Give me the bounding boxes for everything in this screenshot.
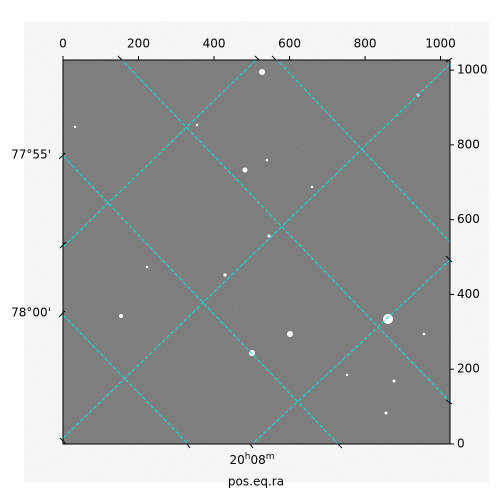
x-axis-label: pos.eq.ra bbox=[228, 475, 284, 489]
grid-tick bbox=[117, 55, 123, 61]
grid-tick bbox=[445, 57, 453, 63]
grid-tick bbox=[445, 255, 453, 263]
x-tick-label: 600 bbox=[278, 37, 301, 51]
y-tick-label: 800 bbox=[457, 137, 480, 151]
x-tick-label: 200 bbox=[127, 37, 150, 51]
y-tick-label: 1000 bbox=[457, 63, 488, 77]
y-tick-label: 0 bbox=[457, 437, 465, 451]
ra-tick-label: 20h08m bbox=[229, 452, 274, 467]
y-tick-label: 200 bbox=[457, 362, 480, 376]
image-noise bbox=[63, 60, 450, 444]
dec-tick bbox=[58, 152, 66, 160]
stars bbox=[73, 69, 426, 415]
dec-tick-label: 77°55' bbox=[11, 148, 51, 162]
grid-tick bbox=[271, 55, 277, 61]
coordinate-grid bbox=[63, 60, 450, 444]
axes-frame bbox=[62, 59, 451, 445]
grid-tick bbox=[249, 443, 254, 449]
grid-tick bbox=[59, 437, 67, 445]
dec-tick-label: 78°00' bbox=[11, 306, 51, 320]
x-tick-label: 1000 bbox=[425, 37, 456, 51]
x-tick-label: 0 bbox=[59, 37, 67, 51]
x-tick-label: 800 bbox=[354, 37, 377, 51]
grid-tick bbox=[445, 399, 453, 405]
dec-tick bbox=[58, 310, 66, 318]
y-tick-label: 400 bbox=[457, 287, 480, 301]
grid-tick bbox=[59, 241, 67, 249]
y-tick-label: 600 bbox=[457, 212, 480, 226]
grid-tick bbox=[337, 443, 343, 449]
grid-tick bbox=[186, 443, 191, 449]
x-tick-label: 400 bbox=[203, 37, 226, 51]
grid-tick bbox=[254, 55, 260, 61]
